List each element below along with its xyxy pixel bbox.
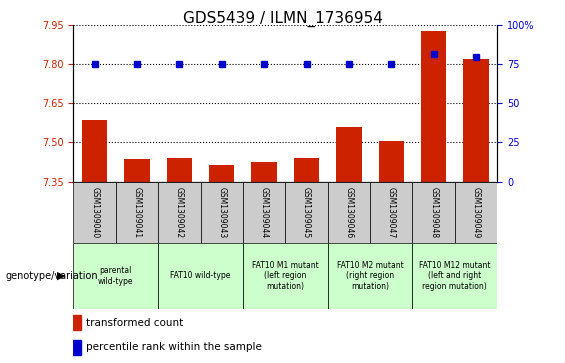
Text: GSM1309040: GSM1309040 bbox=[90, 187, 99, 238]
Text: parental
wild-type: parental wild-type bbox=[98, 266, 133, 286]
Bar bbox=[379, 141, 404, 182]
Text: GSM1309049: GSM1309049 bbox=[472, 187, 480, 238]
Text: FAT10 M12 mutant
(left and right
region mutation): FAT10 M12 mutant (left and right region … bbox=[419, 261, 490, 291]
Bar bbox=[201, 182, 243, 243]
Text: transformed count: transformed count bbox=[86, 318, 184, 328]
Bar bbox=[73, 243, 158, 309]
Text: GSM1309044: GSM1309044 bbox=[260, 187, 268, 238]
Bar bbox=[412, 182, 455, 243]
Bar bbox=[243, 182, 285, 243]
Bar bbox=[251, 162, 277, 182]
Text: GSM1309046: GSM1309046 bbox=[345, 187, 353, 238]
Text: FAT10 M2 mutant
(right region
mutation): FAT10 M2 mutant (right region mutation) bbox=[337, 261, 403, 291]
Bar bbox=[243, 243, 328, 309]
Bar bbox=[158, 182, 201, 243]
Bar bbox=[167, 158, 192, 182]
Text: ▶: ▶ bbox=[56, 271, 65, 281]
Bar bbox=[124, 159, 150, 182]
Text: GSM1309047: GSM1309047 bbox=[387, 187, 396, 238]
Bar bbox=[412, 243, 497, 309]
Bar bbox=[73, 340, 81, 355]
Text: genotype/variation: genotype/variation bbox=[6, 271, 98, 281]
Bar bbox=[285, 182, 328, 243]
Text: GSM1309041: GSM1309041 bbox=[133, 187, 141, 238]
Bar bbox=[463, 59, 489, 182]
Text: GSM1309042: GSM1309042 bbox=[175, 187, 184, 238]
Bar bbox=[294, 158, 319, 182]
Bar bbox=[328, 243, 412, 309]
Text: FAT10 wild-type: FAT10 wild-type bbox=[171, 272, 231, 280]
Bar bbox=[370, 182, 412, 243]
Bar bbox=[455, 182, 497, 243]
Bar bbox=[328, 182, 370, 243]
Text: GSM1309048: GSM1309048 bbox=[429, 187, 438, 238]
Text: GSM1309043: GSM1309043 bbox=[218, 187, 226, 238]
Bar bbox=[73, 182, 116, 243]
Bar bbox=[209, 164, 234, 182]
Bar bbox=[82, 121, 107, 182]
Bar bbox=[336, 127, 362, 182]
Text: GDS5439 / ILMN_1736954: GDS5439 / ILMN_1736954 bbox=[182, 11, 383, 27]
Text: percentile rank within the sample: percentile rank within the sample bbox=[86, 342, 262, 352]
Bar bbox=[73, 315, 81, 330]
Text: GSM1309045: GSM1309045 bbox=[302, 187, 311, 238]
Bar bbox=[116, 182, 158, 243]
Bar bbox=[421, 30, 446, 181]
Bar bbox=[158, 243, 243, 309]
Text: FAT10 M1 mutant
(left region
mutation): FAT10 M1 mutant (left region mutation) bbox=[252, 261, 319, 291]
